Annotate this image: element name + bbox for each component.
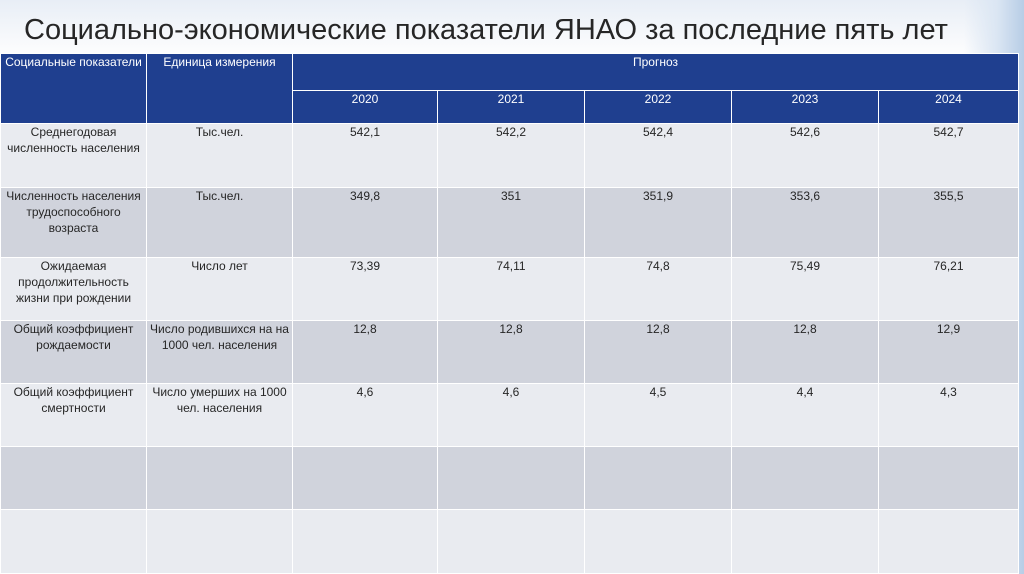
header-year: 2023 <box>731 90 879 124</box>
value-cell: 73,39 <box>292 257 438 321</box>
value-cell: 76,21 <box>877 257 1020 321</box>
value-cell: 12,9 <box>877 320 1020 384</box>
value-cell: 542,6 <box>731 123 879 188</box>
header-year: 2022 <box>584 90 732 124</box>
value-cell: 351 <box>437 187 585 258</box>
value-cell <box>731 509 879 574</box>
unit-cell <box>146 509 293 574</box>
table-row: Численность населения трудоспособного во… <box>0 187 1020 258</box>
header-year: 2021 <box>437 90 585 124</box>
value-cell: 355,5 <box>877 187 1020 258</box>
indicator-cell: Ожидаемая продолжительность жизни при ро… <box>0 257 147 321</box>
unit-cell: Число умерших на 1000 чел. населения <box>146 383 293 447</box>
value-cell: 353,6 <box>731 187 879 258</box>
value-cell: 12,8 <box>731 320 879 384</box>
value-cell: 4,4 <box>731 383 879 447</box>
value-cell: 12,8 <box>292 320 438 384</box>
value-cell: 349,8 <box>292 187 438 258</box>
value-cell <box>437 446 585 510</box>
value-cell <box>584 509 732 574</box>
value-cell <box>437 509 585 574</box>
value-cell: 542,7 <box>877 123 1020 188</box>
value-cell <box>292 509 438 574</box>
table-row: Общий коэффициент рождаемости Число роди… <box>0 320 1020 384</box>
table-row: Ожидаемая продолжительность жизни при ро… <box>0 257 1020 321</box>
indicator-cell: Общий коэффициент смертности <box>0 383 147 447</box>
value-cell: 542,4 <box>584 123 732 188</box>
header-years-row: 2020 2021 2022 2023 2024 <box>1 90 1020 124</box>
value-cell: 542,2 <box>437 123 585 188</box>
value-cell: 351,9 <box>584 187 732 258</box>
table-row: Среднегодовая численность населения Тыс.… <box>0 123 1020 188</box>
background-top-gradient <box>0 0 1024 60</box>
unit-cell: Тыс.чел. <box>146 187 293 258</box>
value-cell: 4,3 <box>877 383 1020 447</box>
indicator-cell: Численность населения трудоспособного во… <box>0 187 147 258</box>
value-cell: 4,5 <box>584 383 732 447</box>
unit-cell <box>146 446 293 510</box>
value-cell: 12,8 <box>584 320 732 384</box>
table-row <box>0 509 1020 574</box>
value-cell <box>292 446 438 510</box>
unit-cell: Число родившихся на на 1000 чел. населен… <box>146 320 293 384</box>
header-forecast: Прогноз <box>291 53 1020 91</box>
slide-title: Социально-экономические показатели ЯНАО … <box>24 14 948 46</box>
value-cell: 75,49 <box>731 257 879 321</box>
unit-cell: Число лет <box>146 257 293 321</box>
header-year: 2024 <box>877 90 1020 124</box>
indicator-cell: Общий коэффициент рождаемости <box>0 320 147 384</box>
header-year: 2020 <box>292 90 438 124</box>
table-row: Общий коэффициент смертности Число умерш… <box>0 383 1020 447</box>
header-indicator: Социальные показатели <box>0 53 147 124</box>
value-cell: 4,6 <box>437 383 585 447</box>
value-cell: 542,1 <box>292 123 438 188</box>
indicators-table: Социальные показатели Единица измерения … <box>0 53 1020 574</box>
value-cell <box>877 509 1020 574</box>
value-cell: 74,8 <box>584 257 732 321</box>
header-row: Социальные показатели Единица измерения … <box>0 53 1020 124</box>
header-unit: Единица измерения <box>146 53 293 124</box>
indicator-cell: Среднегодовая численность населения <box>0 123 147 188</box>
value-cell: 4,6 <box>292 383 438 447</box>
value-cell <box>731 446 879 510</box>
indicator-cell <box>0 509 147 574</box>
value-cell <box>877 446 1020 510</box>
table-row <box>0 446 1020 510</box>
value-cell: 74,11 <box>437 257 585 321</box>
value-cell: 12,8 <box>437 320 585 384</box>
unit-cell: Тыс.чел. <box>146 123 293 188</box>
indicator-cell <box>0 446 147 510</box>
value-cell <box>584 446 732 510</box>
